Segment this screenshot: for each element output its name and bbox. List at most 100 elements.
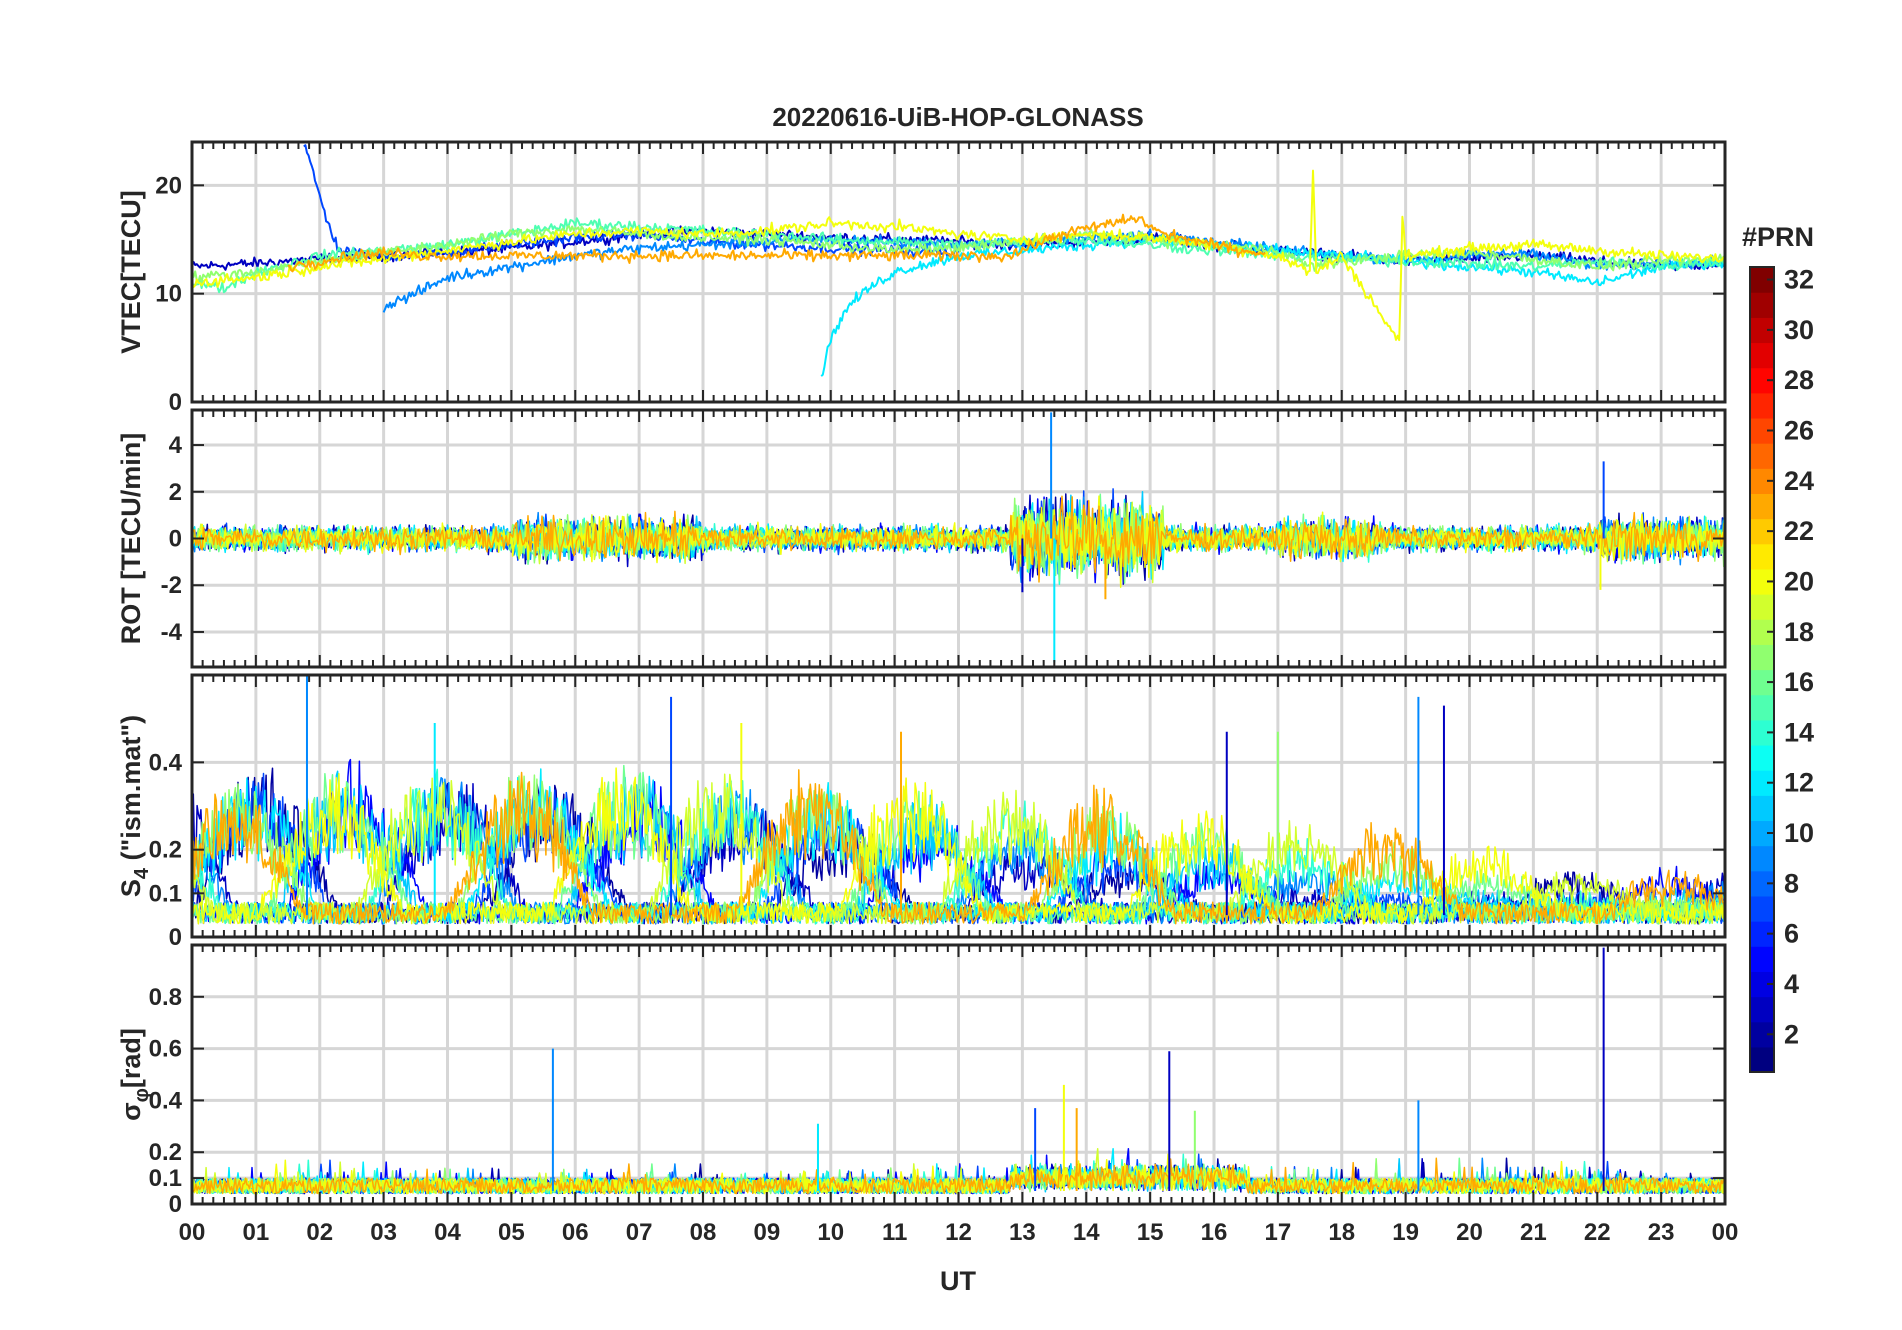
ytick-label-sigma_phi-4: 0.6: [149, 1036, 182, 1063]
series-group-sigma_phi: [192, 947, 1725, 1195]
xtick-label-7: 07: [626, 1219, 653, 1246]
s4-series-prn-12: [192, 768, 1725, 925]
xtick-label-10: 10: [817, 1219, 844, 1246]
xtick-label-17: 17: [1265, 1219, 1292, 1246]
ytick-label-vtec-2: 20: [155, 172, 182, 199]
colorbar-tick-label-5: 12: [1784, 768, 1814, 798]
ytick-label-rot-4: 4: [169, 432, 183, 459]
y-axis-label-rot: ROT [TECU/min]: [116, 433, 146, 644]
panel-vtec: 0 10 20 VTEC[TECU]: [116, 140, 1727, 416]
y-axis-label-vtec: VTEC[TECU]: [116, 190, 146, 354]
colorbar-tick-label-13: 28: [1784, 365, 1814, 395]
panel-rot: -4 -2 0 2 4 ROT [TECU/min]: [116, 408, 1727, 669]
colorbar-tick-label-1: 4: [1784, 969, 1799, 999]
xtick-label-14: 14: [1073, 1219, 1100, 1246]
colorbar-swatch-5: [1750, 946, 1774, 972]
vtec-series-prn-20: [192, 169, 1725, 342]
ytick-label-sigma_phi-2: 0.2: [149, 1139, 182, 1166]
colorbar-swatch-25: [1750, 443, 1774, 469]
colorbar-tick-label-0: 2: [1784, 1019, 1799, 1049]
colorbar-swatch-23: [1750, 493, 1774, 520]
xtick-label-24: 00: [1712, 1219, 1739, 1246]
colorbar-swatch-3: [1750, 996, 1774, 1023]
colorbar-swatch-17: [1750, 644, 1774, 671]
ytick-label-s4-0: 0: [169, 924, 182, 951]
s4-series-prn-20: [192, 767, 1725, 925]
xtick-label-3: 03: [370, 1219, 397, 1246]
xtick-label-1: 01: [243, 1219, 270, 1246]
xtick-label-16: 16: [1201, 1219, 1228, 1246]
vtec-series-prn-15: [192, 217, 1725, 294]
colorbar-swatch-31: [1750, 292, 1774, 318]
axes-box-s4: [190, 673, 1727, 939]
colorbar-swatch-21: [1750, 543, 1774, 570]
colorbar-swatch-29: [1750, 342, 1774, 369]
xtick-label-12: 12: [945, 1219, 972, 1246]
axes-box-rot: [190, 408, 1727, 669]
colorbar-tick-label-9: 20: [1784, 566, 1814, 596]
panel-s4: 0 0.1 0.2 0.4S4 ("ism.mat"): [116, 673, 1727, 951]
xtick-label-9: 09: [754, 1219, 781, 1246]
sigma_phi-series-prn-23: [192, 1157, 1725, 1195]
ytick-label-rot-1: -2: [161, 572, 182, 599]
colorbar-swatch-13: [1750, 744, 1774, 771]
panel-sigma_phi: 00.10.2 0.4 0.6 0.8 σφ[rad]: [116, 943, 1727, 1218]
series-group-s4: [192, 675, 1725, 925]
colorbar-tick-label-2: 6: [1784, 919, 1799, 949]
colorbar-tick-label-15: 32: [1784, 265, 1814, 295]
ytick-label-sigma_phi-1: 0.1: [149, 1165, 182, 1192]
colorbar-tick-label-3: 8: [1784, 868, 1799, 898]
colorbar-tick-label-12: 26: [1784, 416, 1814, 446]
figure-title: 20220616-UiB-HOP-GLONASS: [772, 102, 1143, 132]
xtick-label-22: 22: [1584, 1219, 1611, 1246]
ytick-label-vtec-1: 10: [155, 281, 182, 308]
ytick-label-sigma_phi-0: 0: [169, 1191, 182, 1218]
xtick-label-4: 04: [434, 1219, 461, 1246]
colorbar-tick-label-11: 24: [1784, 466, 1814, 496]
ytick-label-rot-3: 2: [169, 479, 182, 506]
xtick-label-5: 05: [498, 1219, 525, 1246]
y-axis-label-s4: S4 ("ism.mat"): [116, 715, 153, 897]
colorbar-tick-label-6: 14: [1784, 717, 1814, 747]
colorbar-swatch-7: [1750, 895, 1774, 922]
xtick-label-19: 19: [1392, 1219, 1419, 1246]
s4-series-prn-23: [192, 769, 1725, 925]
colorbar-tick-label-7: 16: [1784, 667, 1814, 697]
axes-box-sigma_phi: [190, 943, 1727, 1206]
colorbar-title: #PRN: [1742, 222, 1814, 252]
xtick-label-6: 06: [562, 1219, 589, 1246]
series-group-vtec: [192, 144, 1725, 377]
xtick-label-11: 11: [882, 1219, 907, 1246]
colorbar-swatch-9: [1750, 845, 1774, 872]
colorbar-swatch-11: [1750, 795, 1774, 822]
rot-series-prn-23: [192, 495, 1725, 583]
colorbar-swatch-27: [1750, 392, 1774, 419]
colorbar-swatch-1: [1750, 1046, 1774, 1073]
ticks-rot: [191, 410, 1726, 667]
xtick-label-23: 23: [1648, 1219, 1675, 1246]
colorbar-tick-label-8: 18: [1784, 617, 1814, 647]
xtick-label-21: 21: [1520, 1219, 1547, 1246]
ytick-label-s4-3: 0.4: [149, 749, 183, 776]
vtec-series-prn-23: [287, 213, 1266, 273]
colorbar-tick-label-10: 22: [1784, 516, 1814, 546]
xtick-label-20: 20: [1456, 1219, 1483, 1246]
ytick-label-rot-0: -4: [161, 619, 183, 646]
ytick-label-sigma_phi-3: 0.4: [149, 1087, 183, 1114]
colorbar-box: [1749, 266, 1775, 1073]
xtick-label-8: 08: [690, 1219, 717, 1246]
ytick-label-vtec-0: 0: [169, 389, 182, 416]
ytick-label-rot-2: 0: [169, 526, 182, 553]
colorbar-swatch-19: [1750, 594, 1774, 620]
xtick-label-15: 15: [1137, 1219, 1164, 1246]
colorbar-tick-label-4: 10: [1784, 818, 1814, 848]
y-axis-label-sigma_phi: σφ[rad]: [116, 1028, 153, 1121]
xtick-label-18: 18: [1328, 1219, 1355, 1246]
colorbar-swatch-15: [1750, 694, 1774, 721]
axes-box-vtec: [190, 140, 1727, 404]
xtick-label-0: 00: [179, 1219, 206, 1246]
vtec-series-prn-17: [192, 225, 1725, 284]
xtick-label-2: 02: [306, 1219, 333, 1246]
